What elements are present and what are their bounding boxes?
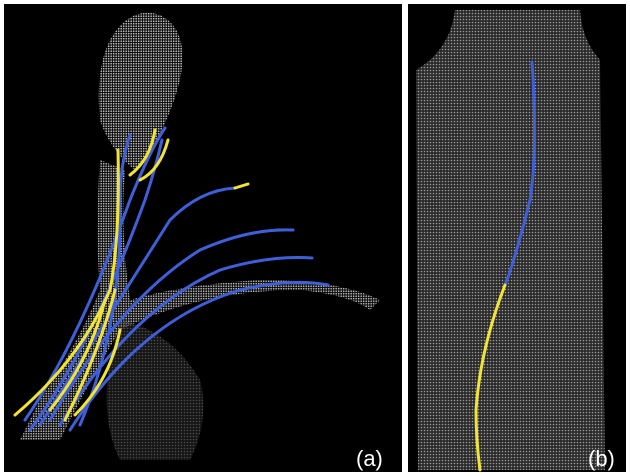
head-cloud bbox=[98, 12, 183, 171]
curves bbox=[13, 126, 330, 432]
body-cloud bbox=[20, 160, 380, 440]
panel-a: (a) bbox=[4, 4, 402, 472]
spine-curve bbox=[474, 60, 537, 472]
panel-label: (a) bbox=[356, 446, 383, 471]
panel-b: (b) bbox=[408, 4, 626, 472]
back-cloud bbox=[416, 10, 605, 470]
panel-label: (b) bbox=[588, 446, 615, 471]
